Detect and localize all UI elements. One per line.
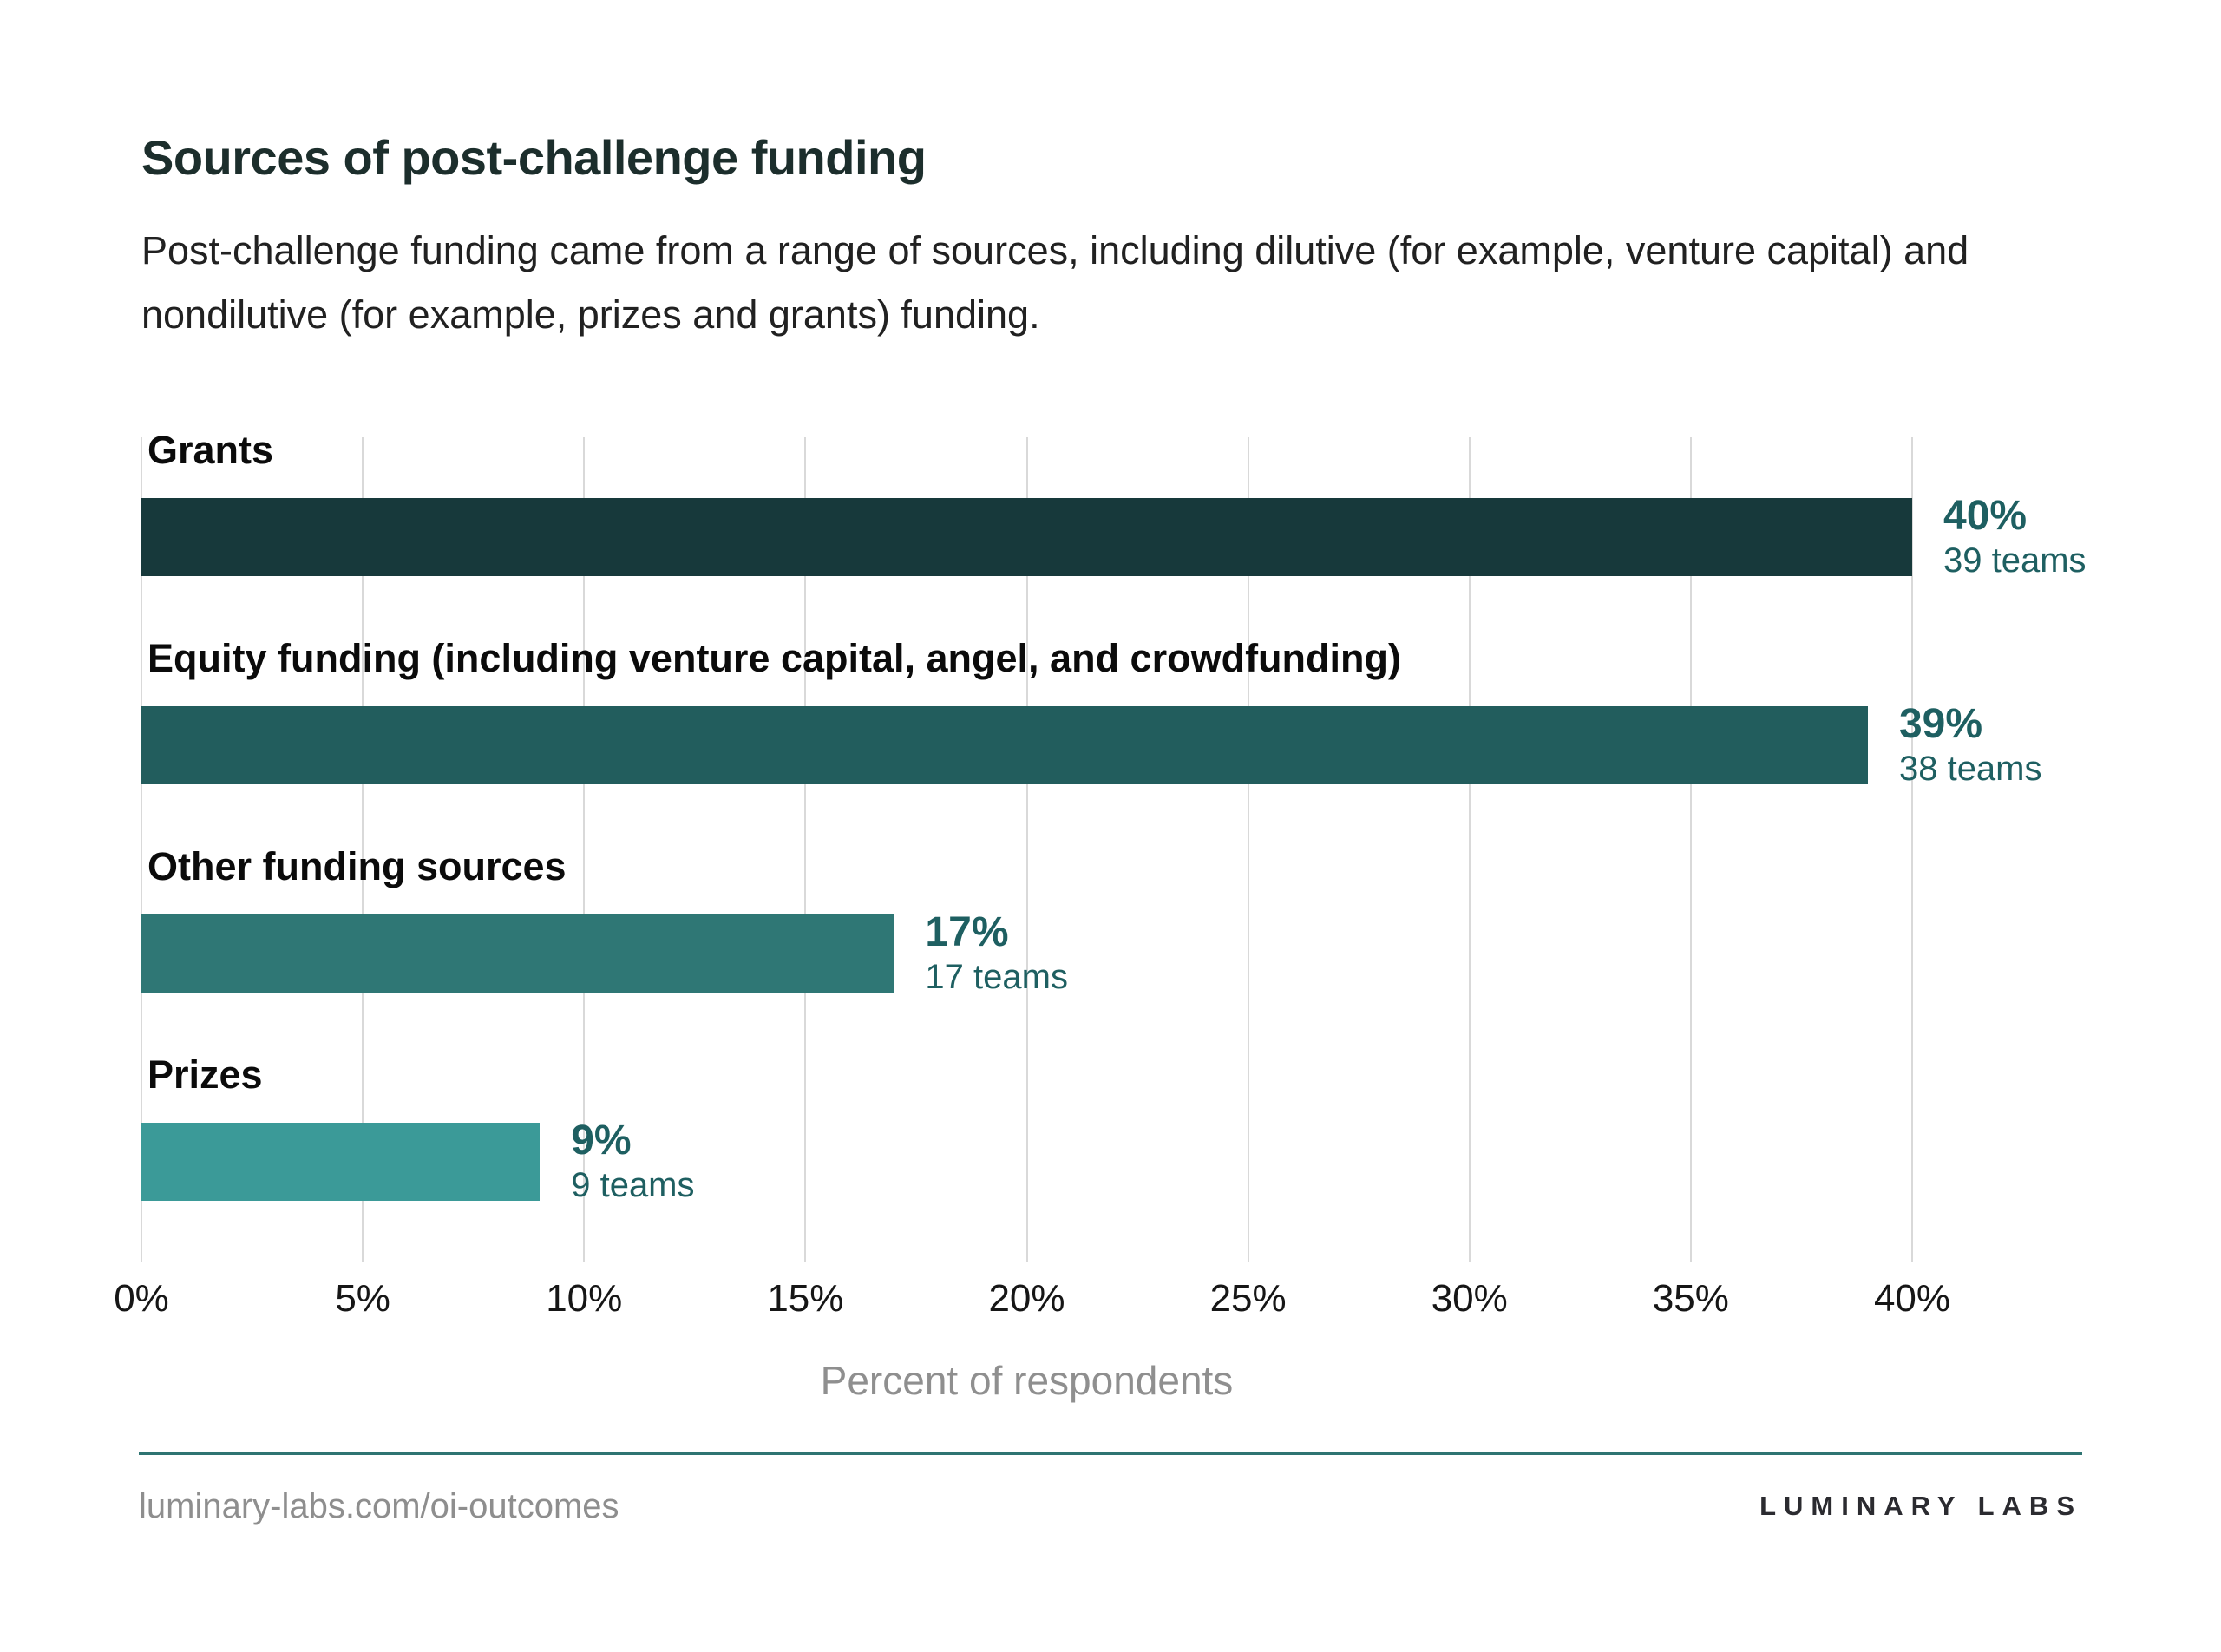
gridline <box>1689 437 1692 1262</box>
category-label: Equity funding (including venture capita… <box>147 636 1401 680</box>
gridline <box>362 437 364 1262</box>
footer-url: luminary-labs.com/oi-outcomes <box>139 1487 619 1525</box>
x-tick-label: 15% <box>767 1277 844 1320</box>
bar-other-funding: 17% 17 teams <box>141 909 1068 996</box>
bar-chart: Grants 40% 39 teams Equity funding (incl… <box>114 428 2087 1404</box>
bar-prizes: 9% 9 teams <box>141 1118 695 1204</box>
category-label: Other funding sources <box>147 844 567 888</box>
percent-label: 39% <box>1898 701 1983 747</box>
category-label: Prizes <box>147 1052 263 1097</box>
x-tick-label: 20% <box>988 1277 1065 1320</box>
gridlines <box>141 437 1913 1262</box>
chart-subtitle: Post-challenge funding came from a range… <box>141 228 1969 337</box>
x-tick-label: 0% <box>114 1277 169 1320</box>
brand-logo: LUMINARY LABS <box>1759 1491 2082 1521</box>
bar-row-grants: Grants 40% 39 teams <box>141 428 2087 580</box>
percent-label: 17% <box>925 909 1009 955</box>
gridline <box>1247 437 1249 1262</box>
bar-row-prizes: Prizes 9% 9 teams <box>141 1052 1912 1204</box>
gridline <box>1025 437 1028 1262</box>
value-label-group: 9% 9 teams <box>571 1118 694 1206</box>
gridline <box>141 437 142 1262</box>
page-title: Sources of post-challenge funding <box>141 130 927 185</box>
x-tick-label: 5% <box>335 1277 390 1320</box>
bar-grants: 40% 39 teams <box>141 493 2087 580</box>
value-label-group: 17% 17 teams <box>925 909 1068 998</box>
bar-row-other: Other funding sources 17% 17 teams <box>141 844 1912 996</box>
x-tick-label: 35% <box>1652 1277 1729 1320</box>
teams-label: 38 teams <box>1898 750 2042 788</box>
bar-equity-funding: 39% 38 teams <box>141 701 2042 788</box>
gridline <box>1911 437 1913 1262</box>
gridline <box>804 437 807 1262</box>
value-label-group: 40% 39 teams <box>1943 493 2087 581</box>
teams-label: 17 teams <box>925 958 1068 996</box>
x-tick-label: 40% <box>1873 1277 1951 1320</box>
teams-label: 39 teams <box>1943 541 2087 580</box>
bar-row-equity: Equity funding (including venture capita… <box>141 636 2042 788</box>
x-tick-label: 25% <box>1209 1277 1287 1320</box>
gridline <box>1468 437 1471 1262</box>
bar-rows: Grants 40% 39 teams Equity funding (incl… <box>141 428 2087 1262</box>
x-tick-label: 30% <box>1431 1277 1508 1320</box>
x-tick-label: 10% <box>546 1277 623 1320</box>
x-axis-ticks: 0% 5% 10% 15% 20% 25% 30% 35% 40% <box>114 1277 1950 1320</box>
gridline <box>583 437 586 1262</box>
x-axis-title: Percent of respondents <box>820 1358 1234 1403</box>
category-label: Grants <box>147 428 274 472</box>
footer: luminary-labs.com/oi-outcomes LUMINARY L… <box>139 1452 2082 1526</box>
percent-label: 9% <box>571 1118 632 1164</box>
percent-label: 40% <box>1943 493 2028 539</box>
plot-area: Grants 40% 39 teams Equity funding (incl… <box>141 428 2087 1262</box>
value-label-group: 39% 38 teams <box>1899 701 2042 790</box>
teams-label: 9 teams <box>571 1166 695 1204</box>
